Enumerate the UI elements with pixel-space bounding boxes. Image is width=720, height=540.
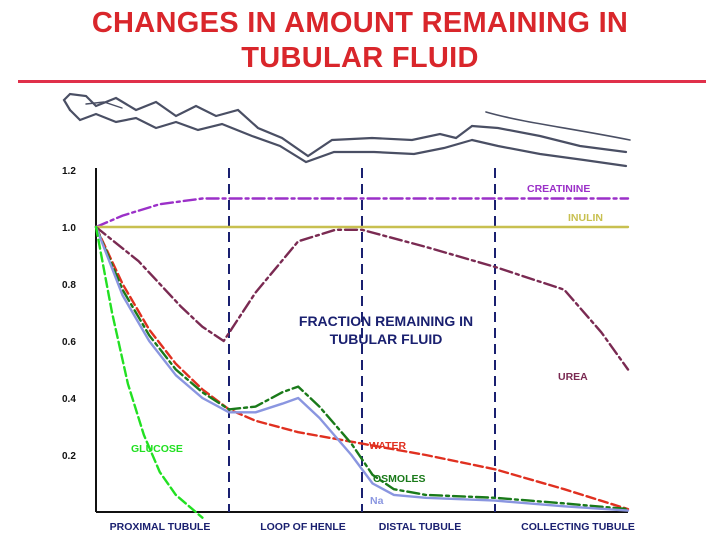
y-tick-label: 0.6 — [62, 337, 76, 348]
series-label-na: Na — [370, 495, 384, 507]
series-line-urea — [94, 225, 630, 371]
segment-boundaries — [228, 168, 496, 512]
series-lines: CREATININE INULIN UREA WATER OSMOLES Na GLUCOS… — [94, 183, 630, 519]
annotation-line: FRACTION REMAINING IN — [299, 313, 473, 329]
series-line-glucose — [94, 225, 204, 519]
y-tick-label: 0.4 — [62, 394, 76, 405]
segment-label: DISTAL TUBULE — [379, 521, 461, 533]
y-tick-labels: 1.2 1.0 0.8 0.6 0.4 0.2 — [62, 166, 76, 462]
segment-label: LOOP OF HENLE — [260, 521, 346, 533]
series-line-water — [94, 225, 630, 511]
segment-label: COLLECTING TUBULE — [521, 521, 635, 533]
series-label-urea: UREA — [558, 371, 588, 383]
y-tick-label: 1.2 — [62, 166, 76, 177]
title-line-1: CHANGES IN AMOUNT REMAINING IN — [91, 7, 629, 39]
series-label-water: WATER — [369, 440, 407, 452]
series-line-osmoles — [94, 225, 630, 511]
series-label-inulin: INULIN — [568, 212, 603, 224]
annotation-line: TUBULAR FLUID — [330, 331, 443, 347]
y-tick-label: 1.0 — [62, 223, 76, 234]
series-line-na — [94, 225, 630, 512]
segment-labels: PROXIMAL TUBULE LOOP OF HENLE DISTAL TUBUL… — [110, 521, 635, 533]
series-label-osmoles: OSMOLES — [373, 473, 426, 485]
series-label-creatinine: CREATININE — [527, 183, 590, 195]
series-label-glucose: GLUCOSE — [131, 443, 183, 455]
nephron-drawing — [62, 92, 631, 168]
series-line-creatinine — [94, 197, 630, 229]
chart-title: CHANGES IN AMOUNT REMAINING IN TUBULAR F… — [0, 6, 720, 76]
y-tick-label: 0.2 — [62, 451, 76, 462]
annotation: FRACTION REMAINING IN TUBULAR FLUID — [299, 313, 473, 347]
title-underline — [18, 80, 706, 83]
title-line-2: TUBULAR FLUID — [241, 42, 479, 74]
y-tick-label: 0.8 — [62, 280, 76, 291]
segment-label: PROXIMAL TUBULE — [110, 521, 211, 533]
